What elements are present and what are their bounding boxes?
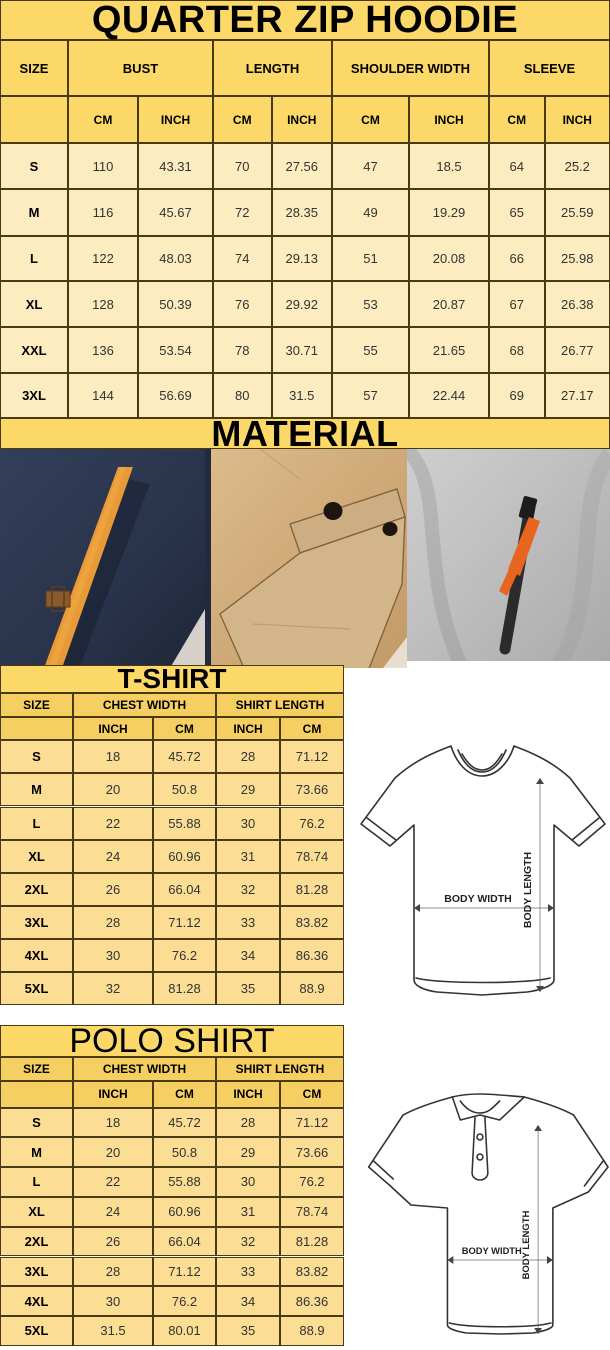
svg-text:BODY LENGTH: BODY LENGTH: [522, 852, 534, 928]
svg-text:BODY LENGTH: BODY LENGTH: [520, 1210, 531, 1279]
svg-text:BODY WIDTH: BODY WIDTH: [444, 893, 511, 905]
svg-text:BODY WIDTH: BODY WIDTH: [462, 1245, 522, 1256]
